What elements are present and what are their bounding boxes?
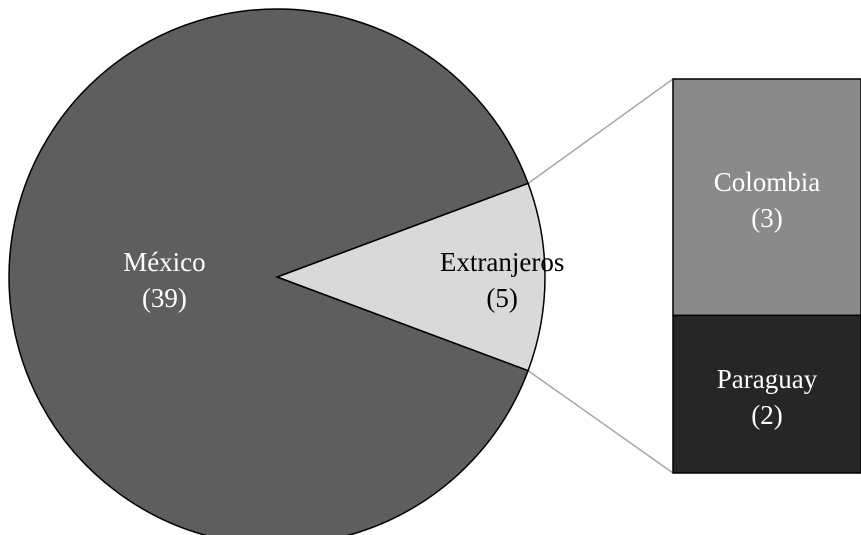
data-value-paraguay: (2): [751, 400, 782, 430]
data-labels: Extranjeros (5) México (39) Colombia (3) Parag…: [123, 167, 820, 430]
pie-slice-mexico: [8, 8, 530, 535]
connector-line-bottom: [527, 370, 674, 474]
data-label-paraguay: Paraguay: [717, 364, 818, 394]
pie-slice-extranjeros: [274, 182, 546, 372]
stacked-bar: [672, 78, 861, 474]
data-label-colombia: Colombia: [714, 167, 821, 197]
data-value-colombia: (3): [751, 203, 782, 233]
data-label-mexico: México: [123, 247, 205, 277]
bar-segment-paraguay: [672, 314, 861, 474]
pie: [8, 8, 546, 535]
data-value-extranjeros: (5): [486, 283, 517, 313]
data-value-mexico: (39): [142, 283, 187, 313]
connector-line-top: [527, 78, 674, 184]
bar-segment-colombia: [672, 78, 861, 317]
data-label-extranjeros: Extranjeros: [440, 247, 564, 277]
connector-lines: [527, 78, 674, 474]
